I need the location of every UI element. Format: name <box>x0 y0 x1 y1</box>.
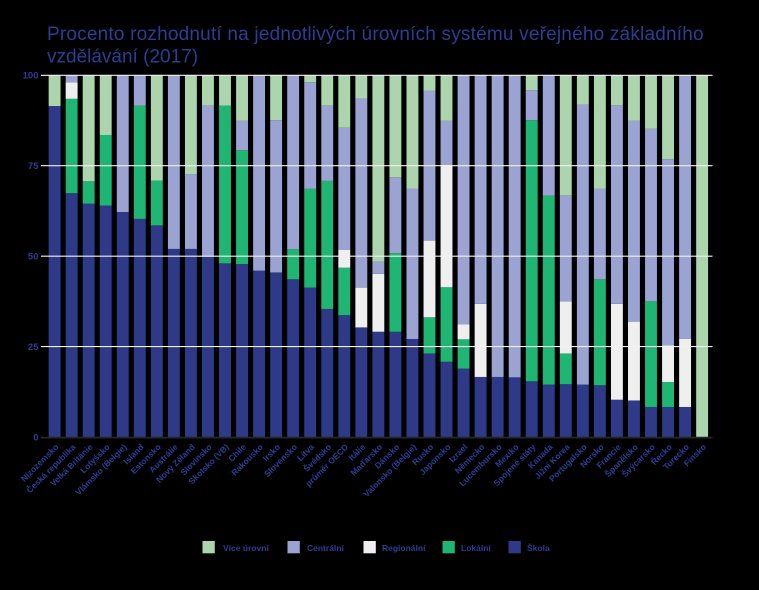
svg-text:Více úrovní: Více úrovní <box>223 543 269 553</box>
svg-text:75: 75 <box>28 161 39 172</box>
svg-text:0: 0 <box>33 432 38 443</box>
svg-text:vzdělávání (2017): vzdělávání (2017) <box>47 47 198 68</box>
svg-text:Procento rozhodnutí na jednotl: Procento rozhodnutí na jednotlivých úrov… <box>47 24 704 45</box>
svg-text:Regionální: Regionální <box>382 543 426 553</box>
svg-text:100: 100 <box>23 71 39 82</box>
svg-text:Škola: Škola <box>527 542 550 553</box>
svg-text:Lokální: Lokální <box>461 543 491 553</box>
svg-text:Centrální: Centrální <box>307 543 344 553</box>
svg-text:50: 50 <box>28 251 39 262</box>
svg-text:25: 25 <box>28 342 39 353</box>
